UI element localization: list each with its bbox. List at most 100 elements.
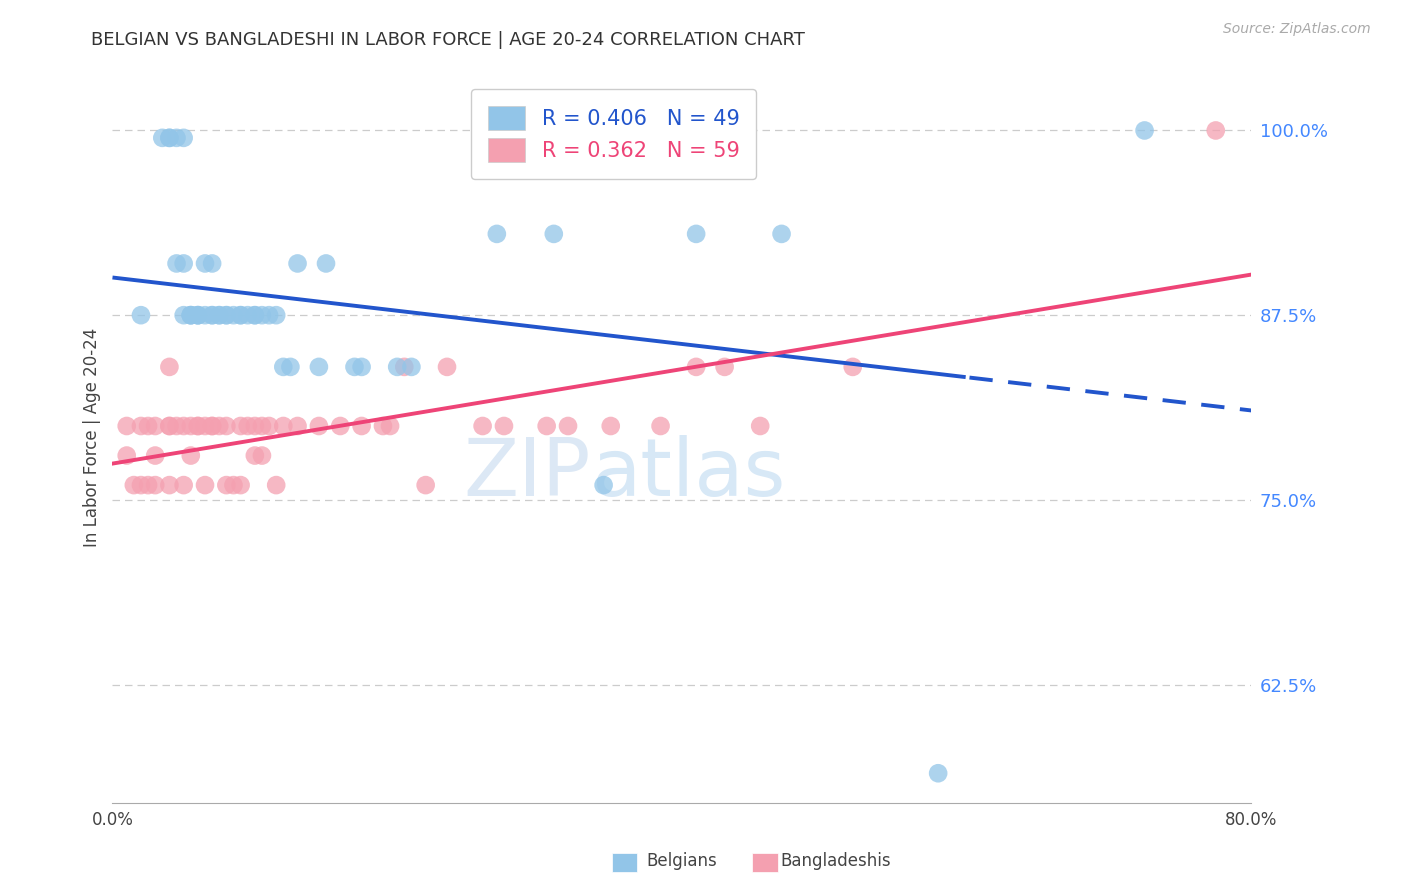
Point <box>187 419 209 434</box>
Point <box>166 419 188 434</box>
Point <box>194 419 217 434</box>
Point <box>927 766 949 780</box>
Point <box>350 419 373 434</box>
Point <box>215 308 238 322</box>
Point <box>557 419 579 434</box>
Point <box>143 449 166 463</box>
Y-axis label: In Labor Force | Age 20-24: In Labor Force | Age 20-24 <box>83 327 101 547</box>
Point <box>201 419 224 434</box>
Legend: R = 0.406   N = 49, R = 0.362   N = 59: R = 0.406 N = 49, R = 0.362 N = 59 <box>471 89 756 179</box>
Point <box>236 308 259 322</box>
Point <box>264 478 287 492</box>
Point <box>471 419 494 434</box>
Point <box>229 419 252 434</box>
Point <box>166 256 188 270</box>
Point <box>187 308 209 322</box>
Point <box>229 308 252 322</box>
Point <box>343 359 366 374</box>
Point <box>257 419 280 434</box>
Point <box>215 419 238 434</box>
Point <box>236 419 259 434</box>
Point <box>308 359 330 374</box>
Point <box>287 256 309 270</box>
Point <box>166 131 188 145</box>
Point <box>685 227 707 241</box>
Point <box>129 419 152 434</box>
Point <box>159 419 180 434</box>
Text: Belgians: Belgians <box>647 852 717 870</box>
Point <box>129 308 152 322</box>
Point <box>173 256 195 270</box>
Point <box>749 419 772 434</box>
Point <box>187 308 209 322</box>
Point <box>201 308 224 322</box>
Text: Bangladeshis: Bangladeshis <box>780 852 891 870</box>
Point <box>308 419 330 434</box>
Point <box>136 419 159 434</box>
Point <box>315 256 337 270</box>
Point <box>329 419 352 434</box>
Point <box>280 359 302 374</box>
Point <box>436 359 458 374</box>
Point <box>115 419 138 434</box>
Point <box>208 308 231 322</box>
Text: atlas: atlas <box>591 434 785 513</box>
Point <box>180 308 202 322</box>
Point <box>180 308 202 322</box>
Point <box>229 478 252 492</box>
Point <box>180 449 202 463</box>
Point <box>129 478 152 492</box>
Point <box>143 478 166 492</box>
Text: ZIP: ZIP <box>464 434 591 513</box>
Point <box>1205 123 1227 137</box>
Point <box>250 308 273 322</box>
Point <box>713 359 735 374</box>
Point <box>143 419 166 434</box>
Point <box>492 419 515 434</box>
Point <box>250 449 273 463</box>
Point <box>1133 123 1156 137</box>
Point <box>187 308 209 322</box>
Point <box>415 478 437 492</box>
Point <box>229 308 252 322</box>
Point <box>841 359 863 374</box>
Point <box>208 419 231 434</box>
Point <box>215 308 238 322</box>
Point <box>243 419 266 434</box>
Point <box>378 419 401 434</box>
Point <box>685 359 707 374</box>
Point <box>250 419 273 434</box>
Point <box>201 419 224 434</box>
Point <box>243 449 266 463</box>
Point <box>115 449 138 463</box>
Point <box>208 308 231 322</box>
Point <box>187 419 209 434</box>
Point <box>222 478 245 492</box>
Point <box>215 478 238 492</box>
Point <box>264 308 287 322</box>
Point <box>159 131 180 145</box>
Point <box>257 308 280 322</box>
Point <box>194 478 217 492</box>
Point <box>394 359 416 374</box>
Point <box>650 419 672 434</box>
Point <box>401 359 423 374</box>
Point <box>536 419 558 434</box>
Point <box>222 308 245 322</box>
Point <box>271 419 295 434</box>
Point <box>243 308 266 322</box>
Point <box>180 419 202 434</box>
Point <box>243 308 266 322</box>
Point <box>159 359 180 374</box>
Point <box>201 256 224 270</box>
Point <box>271 359 295 374</box>
Point <box>180 308 202 322</box>
Point <box>122 478 145 492</box>
Point <box>173 419 195 434</box>
Point <box>194 308 217 322</box>
Point <box>543 227 565 241</box>
Point <box>385 359 409 374</box>
Point <box>350 359 373 374</box>
Point <box>485 227 508 241</box>
Point <box>173 131 195 145</box>
